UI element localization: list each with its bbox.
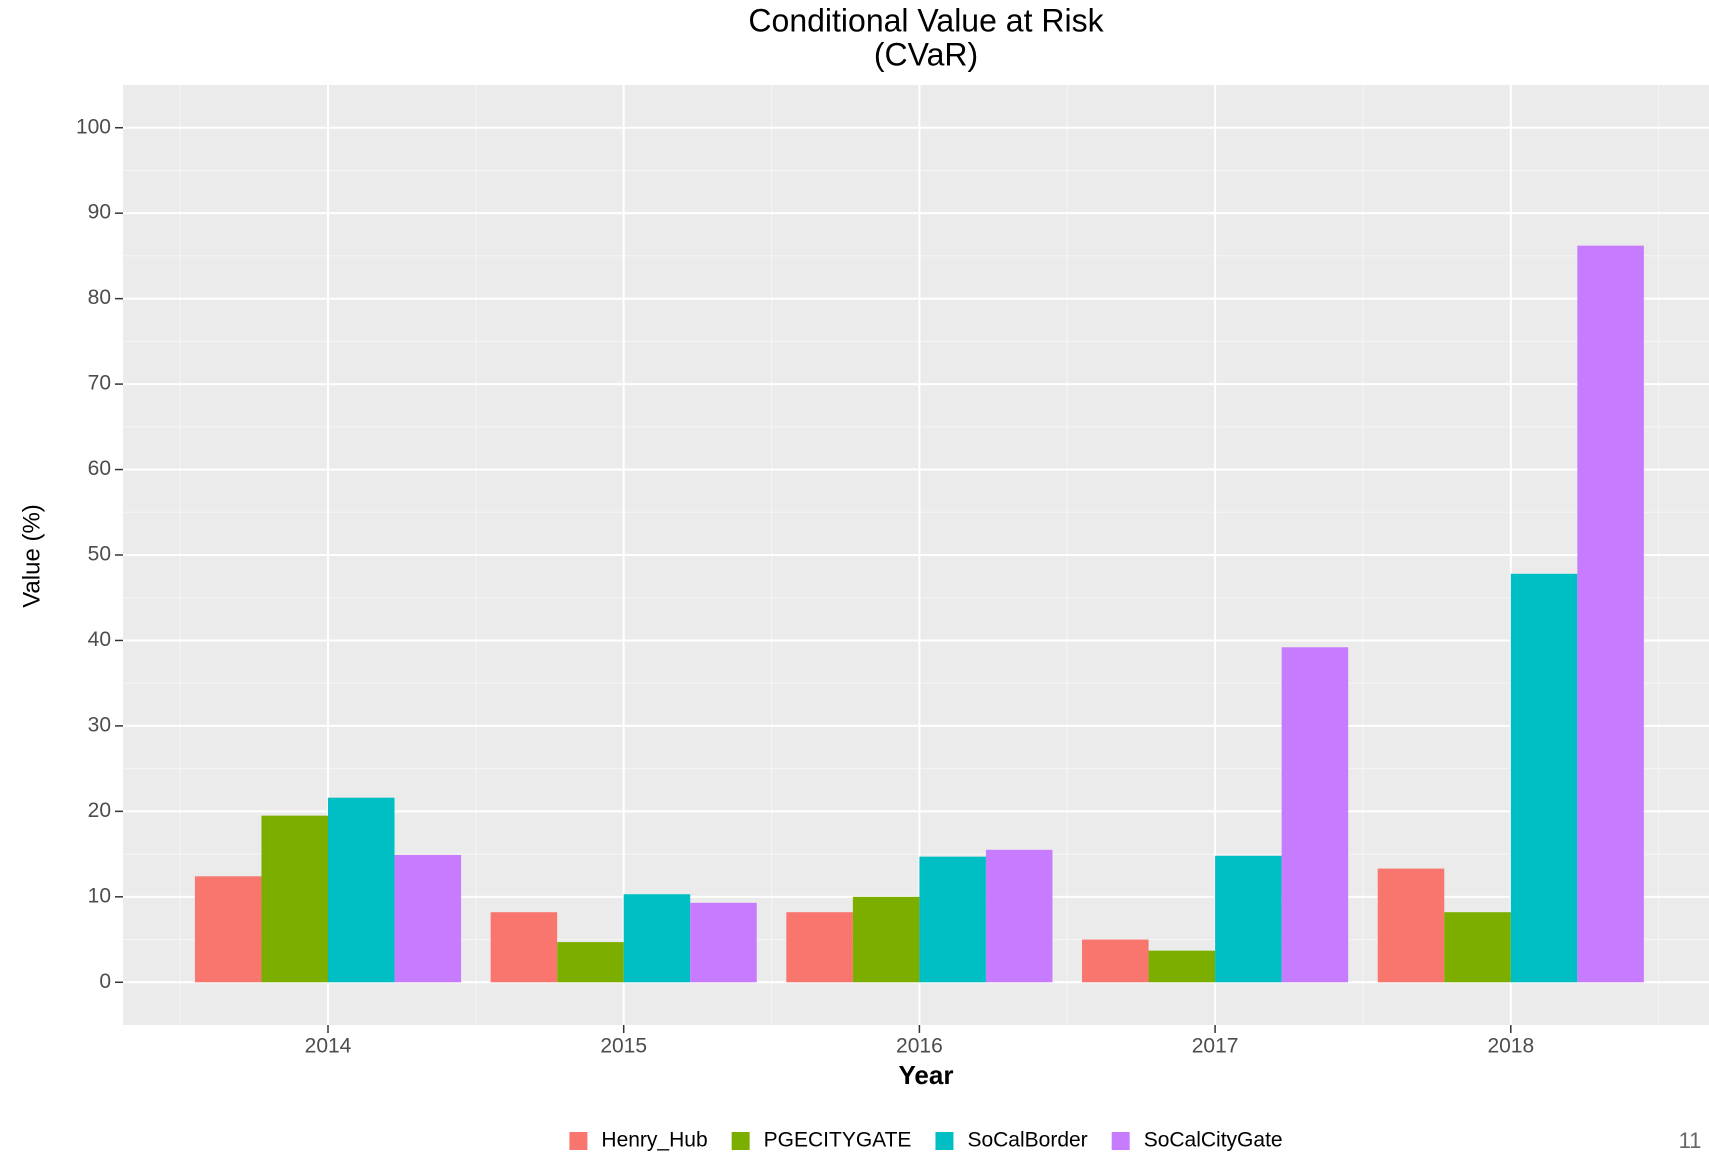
legend-key [935,1132,954,1150]
bar [194,876,262,983]
y-tick-label: 50 [88,543,111,566]
chart-subtitle: (CVaR) [874,36,978,72]
y-tick-label: 10 [88,884,111,907]
bar [557,942,624,983]
y-tick-label: 80 [88,286,111,309]
bar [1377,868,1445,983]
legend-label: PGECITYGATE [764,1129,912,1152]
bar [786,912,853,983]
legend-key [1111,1132,1130,1150]
bar [852,896,920,983]
x-tick-label: 2017 [1192,1035,1239,1058]
y-tick-label: 20 [88,799,111,822]
bar [1510,573,1578,983]
x-tick-label: 2015 [600,1035,647,1058]
x-tick-label: 2018 [1487,1035,1534,1058]
bar [328,797,395,983]
x-tick-label: 2014 [305,1035,352,1058]
bar [1281,647,1349,983]
page-number: 11 [1679,1128,1702,1153]
bar [690,902,757,983]
legend-key [569,1132,588,1150]
bar [985,849,1053,983]
x-axis-label: Year [899,1060,954,1090]
legend-label: SoCalCityGate [1144,1129,1283,1152]
bar [490,912,558,983]
bar [1215,855,1282,983]
bar [919,856,986,983]
legend-label: Henry_Hub [601,1129,707,1152]
bar [261,815,328,983]
bar [1444,912,1511,983]
legend: Henry_Hub PGECITYGATE SoCalBorder SoCalCity… [569,1129,1283,1152]
chart-title: Conditional Value at Risk [748,2,1104,38]
x-tick-label: 2016 [896,1035,943,1058]
y-tick-label: 40 [88,628,111,651]
bars [194,245,1644,983]
y-tick-label: 0 [99,970,111,993]
y-tick-label: 60 [88,457,111,480]
y-tick-label: 100 [76,115,111,138]
bar [1082,939,1149,983]
y-axis-label: Value (%) [18,504,45,608]
y-tick-label: 70 [88,372,111,395]
bar [1577,245,1644,983]
y-tick-label: 90 [88,201,111,224]
bar [623,894,691,983]
grid [123,85,1709,1025]
y-tick-label: 30 [88,713,111,736]
bar [394,854,462,983]
legend-label: SoCalBorder [967,1129,1087,1152]
bar [1148,950,1216,983]
legend-key [731,1132,750,1150]
